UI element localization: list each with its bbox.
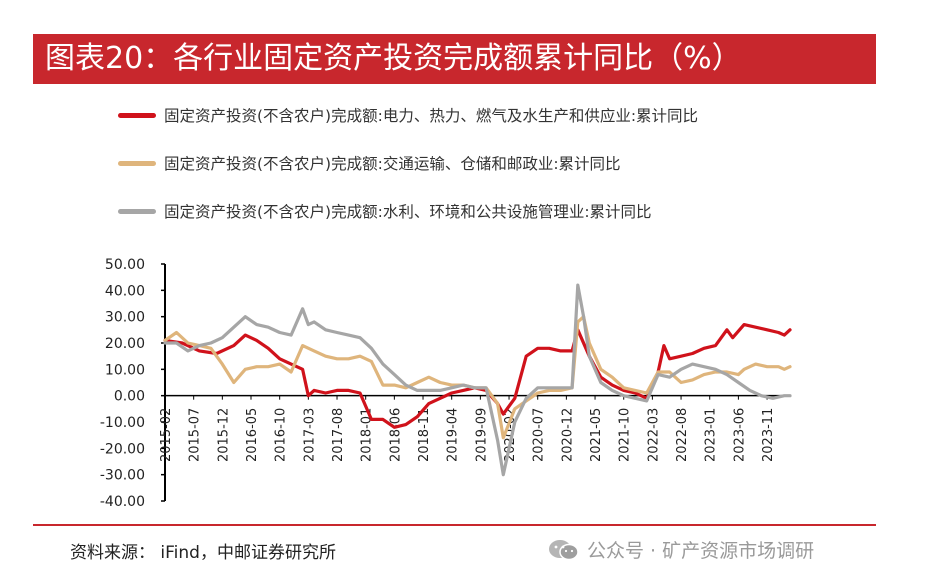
watermark: 公众号 · 矿产资源市场调研 [547, 536, 814, 563]
legend-label-transport: 固定资产投资(不含农户)完成额:交通运输、仓储和邮政业:累计同比 [164, 155, 621, 173]
y-tick-label: 40.00 [105, 283, 145, 299]
x-tick-label: 2018-11 [417, 408, 432, 462]
y-tick-label: -30.00 [100, 468, 145, 484]
watermark-text: 公众号 · 矿产资源市场调研 [587, 540, 815, 562]
series-line-2 [163, 283, 792, 477]
x-tick-label: 2016-05 [245, 408, 260, 462]
y-tick-label: 10.00 [105, 362, 145, 378]
y-tick-label: 50.00 [105, 257, 145, 273]
series-line-0 [163, 323, 792, 429]
x-tick-label: 2023-11 [761, 408, 776, 462]
x-tick-label: 2018-06 [388, 408, 403, 462]
y-tick-label: -10.00 [100, 415, 145, 431]
x-tick-label: 2020-07 [532, 408, 547, 462]
x-tick-label: 2016-10 [274, 408, 289, 462]
x-tick-label: 2023-01 [704, 408, 719, 462]
legend-swatch-tan [118, 161, 156, 166]
x-tick-label: 2022-03 [646, 408, 661, 462]
y-tick-label: -20.00 [100, 441, 145, 457]
x-tick-label: 2022-08 [675, 408, 690, 462]
footer-divider [33, 524, 876, 526]
x-tick-label: 2021-05 [589, 408, 604, 462]
chart-title: 图表20：各行业固定资产投资完成额累计同比（%） [33, 34, 876, 84]
x-tick-label: 2023-06 [732, 408, 747, 462]
series-line-1 [163, 315, 792, 440]
legend-swatch-red [118, 113, 156, 118]
source-note: 资料来源： iFind，中邮证券研究所 [70, 543, 336, 563]
x-tick-label: 2015-07 [188, 408, 203, 462]
x-tick-label: 2015-12 [216, 408, 231, 462]
y-tick-label: -40.00 [100, 494, 145, 510]
y-tick-label: 20.00 [105, 336, 145, 352]
x-tick-label: 2018-01 [360, 408, 375, 462]
x-tick-label: 2020-12 [560, 408, 575, 462]
x-tick-label: 2021-10 [618, 408, 633, 462]
x-tick-label: 2015-02 [159, 408, 174, 462]
legend-label-water: 固定资产投资(不含农户)完成额:水利、环境和公共设施管理业:累计同比 [164, 203, 652, 221]
x-tick-label: 2019-04 [446, 408, 461, 462]
x-tick-label: 2017-03 [302, 408, 317, 462]
legend-swatch-gray [118, 209, 156, 214]
y-tick-label: 30.00 [105, 310, 145, 326]
y-tick-label: 0.00 [114, 389, 145, 405]
x-tick-label: 2019-09 [474, 408, 489, 462]
x-tick-label: 2017-08 [331, 408, 346, 462]
legend-label-power: 固定资产投资(不含农户)完成额:电力、热力、燃气及水生产和供应业:累计同比 [164, 107, 699, 125]
wechat-icon [547, 538, 581, 562]
